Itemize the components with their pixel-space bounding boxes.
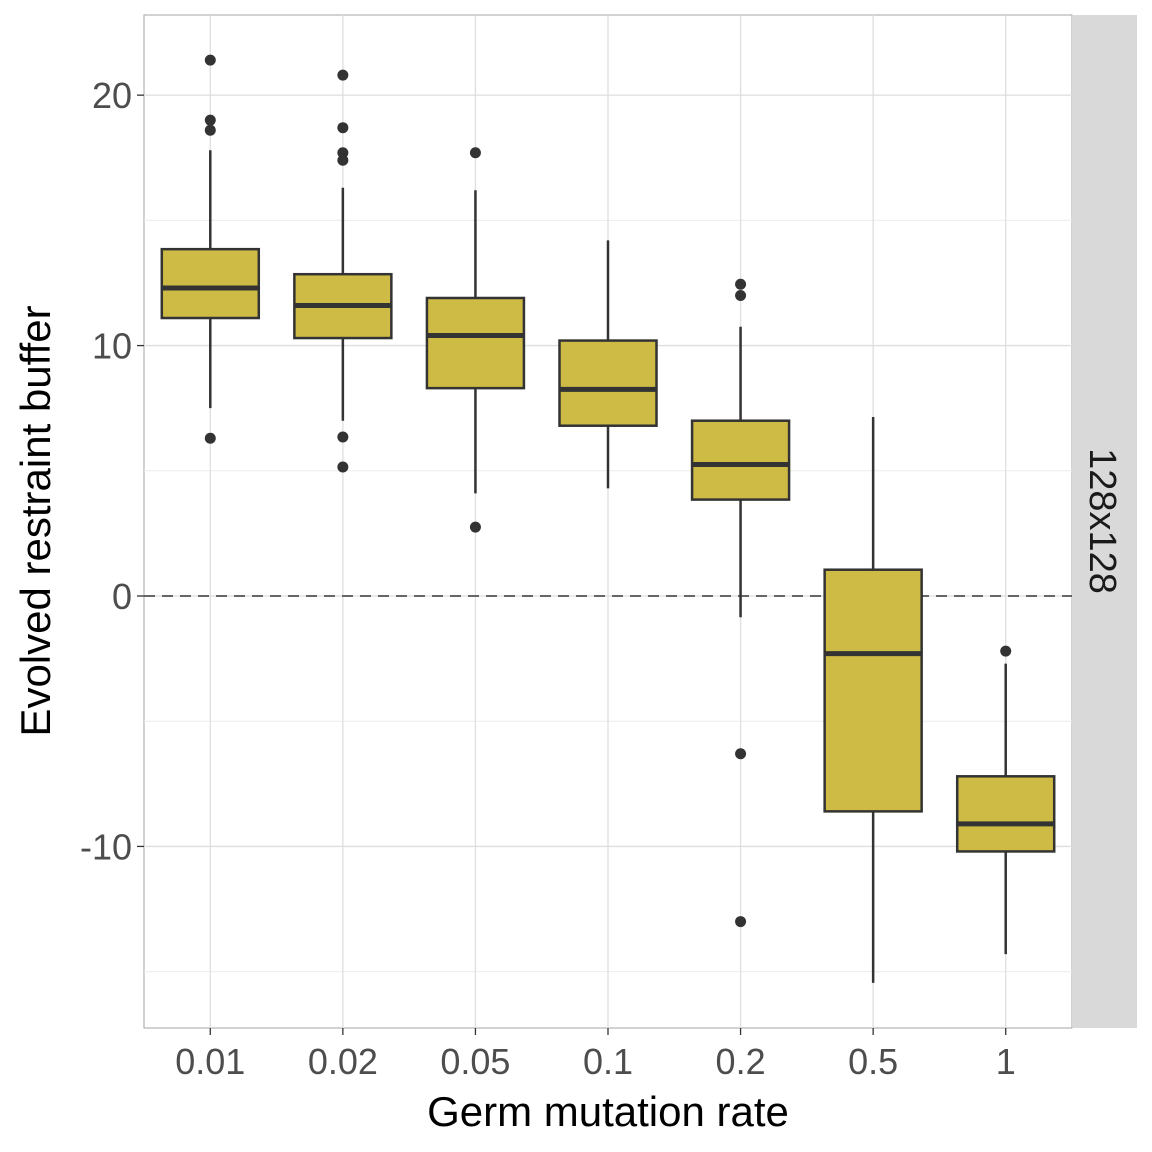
iqr-box [160, 247, 261, 320]
outlier-point [337, 461, 349, 473]
x-tick-label: 0.1 [583, 1041, 633, 1082]
x-tick-label: 0.02 [308, 1041, 378, 1082]
iqr-box [558, 339, 658, 427]
iqr-box [425, 296, 526, 390]
outlier-point [469, 147, 481, 159]
iqr-box [823, 568, 923, 813]
outlier-point [337, 431, 349, 443]
outlier-point [469, 521, 481, 533]
y-tick-label: 10 [92, 326, 132, 367]
outlier-point [1000, 645, 1012, 657]
box-0.02 [293, 69, 393, 473]
outlier-point [735, 748, 747, 760]
facet-strip [1072, 15, 1137, 1028]
outlier-point [735, 278, 747, 290]
y-tick-label: 20 [92, 75, 132, 116]
y-axis-title: Evolved restraint buffer [12, 305, 59, 736]
outlier-point [204, 114, 216, 126]
box-1 [955, 645, 1056, 955]
iqr-box [690, 419, 791, 501]
outlier-point [337, 122, 349, 134]
box-0.1 [558, 240, 658, 489]
x-tick-label: 0.01 [175, 1041, 245, 1082]
x-tick-label: 0.2 [716, 1041, 766, 1082]
outlier-point [204, 54, 216, 66]
x-tick-label: 1 [996, 1041, 1016, 1082]
facet-label: 128x128 [1081, 448, 1123, 594]
box-0.5 [823, 416, 923, 983]
outlier-point [337, 154, 349, 166]
y-tick-label: -10 [80, 826, 132, 867]
y-tick-label: 0 [112, 576, 132, 617]
box-0.2 [690, 278, 791, 928]
iqr-box [955, 775, 1056, 853]
box-0.01 [160, 54, 261, 444]
outlier-point [204, 124, 216, 136]
outlier-point [735, 289, 747, 301]
x-axis-title: Germ mutation rate [427, 1088, 789, 1135]
outlier-point [204, 432, 216, 444]
box-0.05 [425, 147, 526, 533]
x-tick-label: 0.5 [848, 1041, 898, 1082]
outlier-point [337, 69, 349, 81]
x-tick-label: 0.05 [440, 1041, 510, 1082]
outlier-point [735, 916, 747, 928]
